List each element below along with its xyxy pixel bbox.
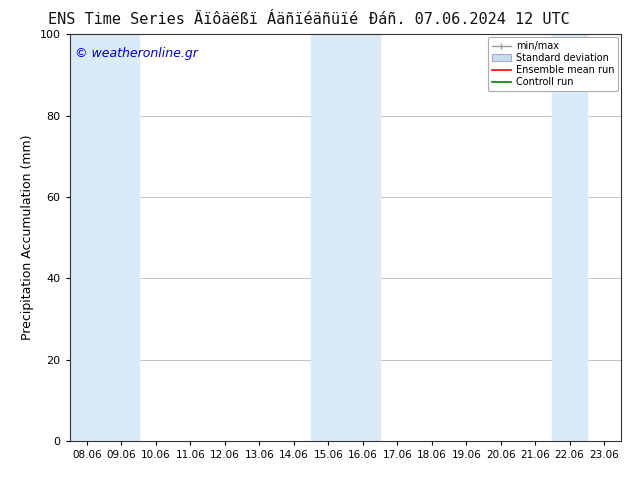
Bar xyxy=(311,34,380,441)
Y-axis label: Precipitation Accumulation (mm): Precipitation Accumulation (mm) xyxy=(21,135,34,341)
Legend: min/max, Standard deviation, Ensemble mean run, Controll run: min/max, Standard deviation, Ensemble me… xyxy=(488,37,618,91)
Bar xyxy=(552,34,587,441)
Text: Đáñ. 07.06.2024 12 UTC: Đáñ. 07.06.2024 12 UTC xyxy=(369,12,569,27)
Text: ENS Time Series Äïôäëßï Áäñïéäñüïé: ENS Time Series Äïôäëßï Áäñïéäñüïé xyxy=(48,12,358,27)
Bar xyxy=(70,34,139,441)
Text: © weatheronline.gr: © weatheronline.gr xyxy=(75,47,198,59)
